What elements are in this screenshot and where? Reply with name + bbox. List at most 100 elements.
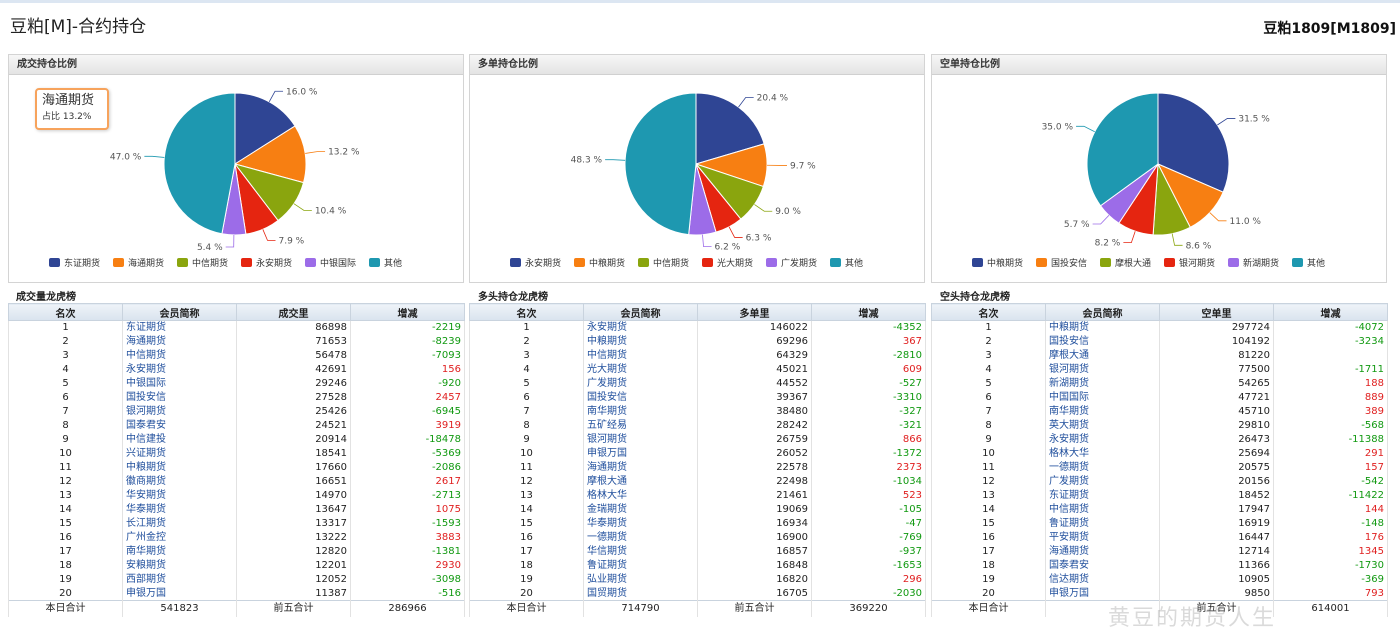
column-header[interactable]: 名次 — [470, 304, 584, 321]
member-name-link[interactable]: 徽商期货 — [123, 475, 237, 489]
legend-swatch[interactable] — [369, 258, 380, 267]
legend-swatch[interactable] — [766, 258, 777, 267]
legend-label[interactable]: 摩根大通 — [1115, 257, 1151, 269]
member-name-link[interactable]: 中信建投 — [123, 433, 237, 447]
member-name-link[interactable]: 广发期货 — [1046, 475, 1160, 489]
column-header[interactable]: 会员简称 — [1046, 304, 1160, 321]
legend-label[interactable]: 其他 — [845, 257, 863, 269]
legend-label[interactable]: 光大期货 — [717, 257, 753, 269]
legend-label[interactable]: 新湖期货 — [1243, 257, 1279, 269]
column-header[interactable]: 会员简称 — [584, 304, 698, 321]
member-name-link[interactable]: 摩根大通 — [584, 475, 698, 489]
member-name-link[interactable]: 永安期货 — [584, 321, 698, 335]
member-name-link[interactable]: 国投安信 — [1046, 335, 1160, 349]
column-header[interactable]: 名次 — [9, 304, 123, 321]
column-header[interactable]: 增减 — [1274, 304, 1388, 321]
legend-swatch[interactable] — [574, 258, 585, 267]
member-name-link[interactable]: 东证期货 — [123, 321, 237, 335]
legend-swatch[interactable] — [638, 258, 649, 267]
column-header[interactable]: 名次 — [932, 304, 1046, 321]
legend-label[interactable]: 广发期货 — [781, 257, 817, 269]
member-name-link[interactable]: 中信期货 — [584, 349, 698, 363]
member-name-link[interactable]: 南华期货 — [584, 405, 698, 419]
member-name-link[interactable]: 南华期货 — [123, 545, 237, 559]
legend-label[interactable]: 中信期货 — [653, 257, 689, 269]
column-header[interactable]: 会员简称 — [123, 304, 237, 321]
member-name-link[interactable]: 银河期货 — [123, 405, 237, 419]
legend-swatch[interactable] — [1100, 258, 1111, 267]
legend-swatch[interactable] — [972, 258, 983, 267]
member-name-link[interactable]: 鲁证期货 — [1046, 517, 1160, 531]
legend-swatch[interactable] — [177, 258, 188, 267]
pie-slice[interactable] — [164, 93, 235, 234]
member-name-link[interactable]: 中粮期货 — [584, 335, 698, 349]
member-name-link[interactable]: 英大期货 — [1046, 419, 1160, 433]
member-name-link[interactable]: 海通期货 — [123, 335, 237, 349]
legend-swatch[interactable] — [305, 258, 316, 267]
column-header[interactable]: 增减 — [812, 304, 926, 321]
legend-swatch[interactable] — [1036, 258, 1047, 267]
member-name-link[interactable]: 安粮期货 — [123, 559, 237, 573]
member-name-link[interactable]: 广发期货 — [584, 377, 698, 391]
member-name-link[interactable]: 中粮期货 — [123, 461, 237, 475]
member-name-link[interactable]: 国投安信 — [584, 391, 698, 405]
member-name-link[interactable]: 东证期货 — [1046, 489, 1160, 503]
pie-slice[interactable] — [625, 93, 696, 235]
member-name-link[interactable]: 西部期货 — [123, 573, 237, 587]
legend-swatch[interactable] — [49, 258, 60, 267]
legend-label[interactable]: 中粮期货 — [589, 257, 625, 269]
member-name-link[interactable]: 华泰期货 — [123, 503, 237, 517]
member-name-link[interactable]: 申银万国 — [123, 587, 237, 601]
member-name-link[interactable]: 银河期货 — [1046, 363, 1160, 377]
column-header[interactable]: 空单里 — [1160, 304, 1274, 321]
legend-swatch[interactable] — [1292, 258, 1303, 267]
member-name-link[interactable]: 申银万国 — [584, 447, 698, 461]
column-header[interactable]: 多单里 — [698, 304, 812, 321]
member-name-link[interactable]: 中信期货 — [1046, 503, 1160, 517]
member-name-link[interactable]: 广州金控 — [123, 531, 237, 545]
legend-label[interactable]: 中粮期货 — [987, 257, 1023, 269]
legend-swatch[interactable] — [241, 258, 252, 267]
member-name-link[interactable]: 南华期货 — [1046, 405, 1160, 419]
legend-label[interactable]: 永安期货 — [525, 257, 561, 269]
column-header[interactable]: 增减 — [351, 304, 465, 321]
member-name-link[interactable]: 光大期货 — [584, 363, 698, 377]
legend-label[interactable]: 中银国际 — [320, 257, 356, 269]
legend-label[interactable]: 海通期货 — [128, 257, 164, 269]
member-name-link[interactable]: 兴证期货 — [123, 447, 237, 461]
member-name-link[interactable]: 永安期货 — [123, 363, 237, 377]
legend-label[interactable]: 其他 — [384, 257, 402, 269]
member-name-link[interactable]: 平安期货 — [1046, 531, 1160, 545]
legend-label[interactable]: 银河期货 — [1179, 257, 1215, 269]
column-header[interactable]: 成交里 — [237, 304, 351, 321]
legend-label[interactable]: 其他 — [1307, 257, 1325, 269]
legend-label[interactable]: 中信期货 — [192, 257, 228, 269]
legend-swatch[interactable] — [510, 258, 521, 267]
legend-swatch[interactable] — [1228, 258, 1239, 267]
member-name-link[interactable]: 华泰期货 — [584, 517, 698, 531]
member-name-link[interactable]: 银河期货 — [584, 433, 698, 447]
member-name-link[interactable]: 国泰君安 — [123, 419, 237, 433]
legend-label[interactable]: 永安期货 — [256, 257, 292, 269]
member-name-link[interactable]: 华信期货 — [584, 545, 698, 559]
member-name-link[interactable]: 摩根大通 — [1046, 349, 1160, 363]
member-name-link[interactable]: 一德期货 — [584, 531, 698, 545]
member-name-link[interactable]: 金瑞期货 — [584, 503, 698, 517]
legend-swatch[interactable] — [830, 258, 841, 267]
member-name-link[interactable]: 中银国际 — [123, 377, 237, 391]
member-name-link[interactable]: 国泰君安 — [1046, 559, 1160, 573]
member-name-link[interactable]: 一德期货 — [1046, 461, 1160, 475]
member-name-link[interactable]: 中粮期货 — [1046, 321, 1160, 335]
member-name-link[interactable]: 长江期货 — [123, 517, 237, 531]
member-name-link[interactable]: 华安期货 — [123, 489, 237, 503]
legend-swatch[interactable] — [1164, 258, 1175, 267]
member-name-link[interactable]: 格林大华 — [584, 489, 698, 503]
member-name-link[interactable]: 永安期货 — [1046, 433, 1160, 447]
member-name-link[interactable]: 五矿经易 — [584, 419, 698, 433]
legend-label[interactable]: 国投安信 — [1051, 257, 1087, 269]
member-name-link[interactable]: 中信期货 — [123, 349, 237, 363]
member-name-link[interactable]: 新湖期货 — [1046, 377, 1160, 391]
legend-swatch[interactable] — [702, 258, 713, 267]
legend-swatch[interactable] — [113, 258, 124, 267]
member-name-link[interactable]: 中国国际 — [1046, 391, 1160, 405]
